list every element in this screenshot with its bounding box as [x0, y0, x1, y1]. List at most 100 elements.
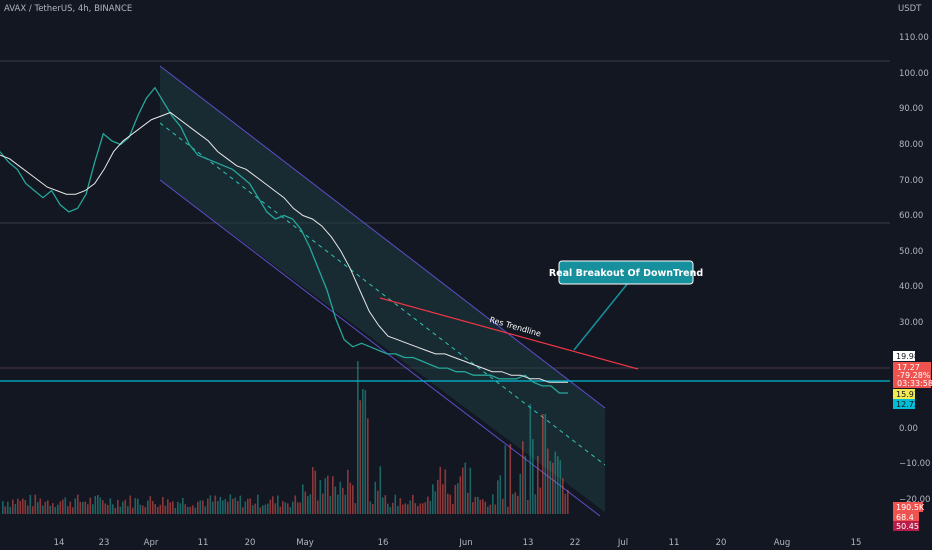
volume-bar [479, 499, 482, 514]
callout-text: Real Breakout Of DownTrend [549, 268, 703, 279]
volume-bar [154, 504, 157, 514]
volume-bar [409, 500, 412, 514]
volume-bar [319, 480, 322, 514]
volume-bar [454, 485, 457, 514]
volume-bar [484, 501, 487, 514]
volume-bar [172, 501, 174, 514]
volume-bar [437, 479, 439, 514]
volume-bar [162, 496, 164, 514]
volume-bar [557, 456, 559, 514]
volume-bar [44, 501, 47, 514]
volume-bar [357, 361, 359, 514]
volume-bar [287, 503, 289, 514]
volume-bar [434, 491, 437, 514]
volume-bar [82, 501, 84, 514]
volume-bar [259, 507, 262, 514]
volume-bar [427, 496, 429, 514]
x-tick-label: Apr [144, 538, 159, 548]
channel-lower [159, 179, 601, 517]
volume-bar [549, 460, 552, 514]
volume-bar [9, 506, 12, 514]
volume-bar [497, 480, 499, 514]
y-tick-label: 70.00 [899, 176, 923, 186]
volume-bar [92, 504, 94, 514]
volume-bar [124, 499, 127, 514]
last-price-tag: 17.27 [897, 363, 920, 372]
volume-bar [482, 499, 484, 514]
volume-bar [147, 500, 149, 514]
volume-bar [447, 493, 449, 514]
volume-bar [99, 497, 102, 514]
volume-bar [402, 504, 404, 514]
volume-bar [227, 501, 229, 514]
y-tick-label: 110.00 [899, 33, 929, 43]
volume-bar [322, 493, 324, 514]
y-tick-label: 100.00 [899, 69, 929, 79]
volume-bar [467, 492, 469, 514]
y-tick-label: 80.00 [899, 140, 923, 150]
volume-bar [249, 498, 252, 514]
volume-bar [197, 501, 199, 514]
volume-bar [509, 444, 512, 514]
volume-bar [344, 494, 347, 514]
volume-bar [359, 400, 362, 514]
volume-bar [377, 490, 379, 514]
volume-bar [442, 484, 444, 514]
volume-tag-3-bg [893, 521, 919, 531]
volume-bar [472, 502, 474, 514]
volume-bar [84, 501, 87, 514]
x-tick-label: 11 [198, 538, 209, 548]
volume-bar [67, 506, 69, 514]
volume-bar [199, 500, 202, 514]
volume-bar [334, 486, 337, 514]
volume-bar [64, 497, 67, 514]
volume-bar [292, 501, 294, 514]
volume-bar [552, 462, 554, 514]
volume-bar [477, 496, 479, 514]
volume-bar [567, 489, 569, 514]
volume-bar [349, 482, 352, 514]
volume-bar [142, 505, 144, 514]
volume-bar [374, 481, 377, 514]
volume-bar [462, 467, 464, 514]
volume-bar [157, 507, 159, 514]
x-tick-label: Aug [774, 538, 791, 548]
volume-bar [352, 485, 354, 514]
volume-bar [524, 455, 527, 514]
high-level-tag: 19.98 [896, 352, 919, 361]
volume-bar [452, 504, 454, 514]
y-tick-label: 90.00 [899, 104, 923, 114]
volume-bar [364, 390, 367, 514]
volume-bar [127, 506, 129, 514]
y-tick-label: 50.00 [899, 247, 923, 257]
y-tick-label: 0.00 [899, 424, 918, 434]
volume-bar [27, 505, 29, 514]
volume-bar [304, 491, 307, 514]
volume-bar [294, 495, 297, 514]
volume-bar [342, 487, 344, 514]
volume-bar [54, 506, 57, 514]
horizontal-tag: 12.72 [896, 400, 919, 409]
volume-bar [429, 500, 432, 514]
volume-bar [554, 451, 557, 514]
volume-bar [279, 506, 282, 514]
volume-bar [267, 503, 269, 514]
y-tick-label: −20.00 [899, 495, 930, 505]
volume-bar [114, 507, 117, 514]
volume-bar [389, 507, 392, 514]
x-tick-label: 14 [54, 538, 65, 548]
volume-bar [277, 495, 279, 514]
volume-bar [24, 500, 27, 514]
volume-bar [247, 498, 249, 514]
change-tag: -79.28% [897, 371, 931, 380]
x-tick-label: 22 [570, 538, 581, 548]
volume-bar [362, 389, 364, 514]
volume-bar [237, 501, 239, 514]
horizontal-tag-bg [893, 399, 915, 409]
volume-bar [34, 494, 37, 514]
callout-box [558, 260, 694, 285]
y-tick-label: −10.00 [899, 459, 930, 469]
volume-bar [404, 503, 407, 514]
volume-bar [94, 496, 97, 514]
